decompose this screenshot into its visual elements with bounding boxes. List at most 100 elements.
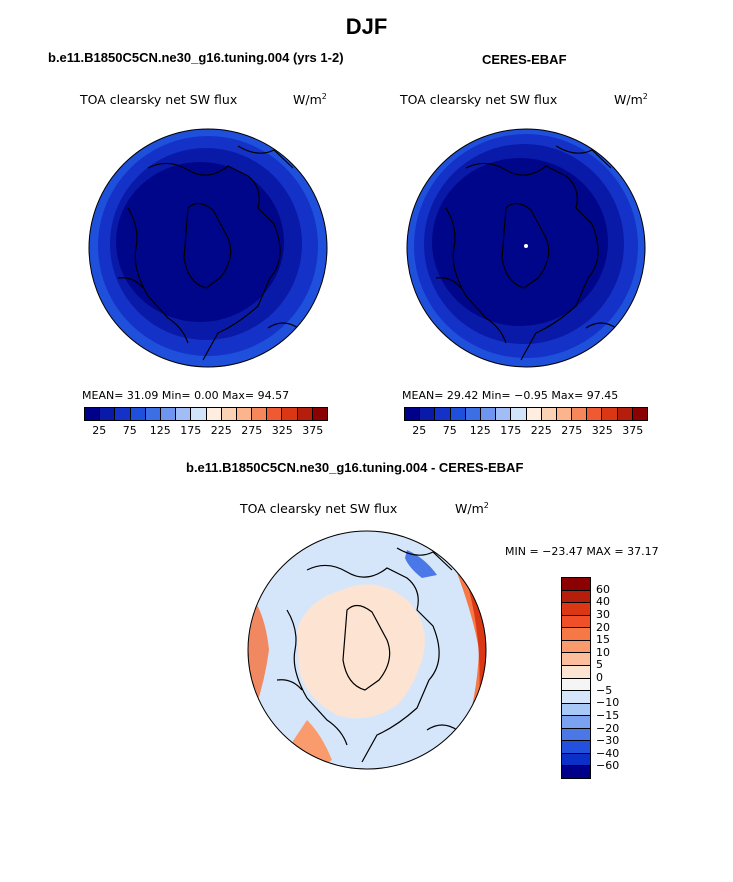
diff-colorbar-label: −10 (596, 696, 620, 710)
diff-stats: MIN = −23.47 MAX = 37.17 (505, 545, 659, 558)
left-colorbar-label: 75 (122, 424, 137, 437)
left-units: W/m2 (293, 92, 327, 107)
diff-map-land (297, 584, 425, 719)
diff-colorbar-swatch (562, 753, 590, 767)
right-colorbar-ticks: 25 75 125 175 225 275 325 375 (404, 424, 648, 438)
right-colorbar-swatch (450, 408, 466, 420)
diff-colorbar-label: 15 (596, 633, 610, 647)
diff-colorbar-swatch (562, 766, 590, 778)
right-colorbar (404, 407, 648, 421)
diff-colorbar-label: 5 (596, 658, 603, 672)
diff-polar-map (247, 530, 487, 770)
left-colorbar-swatch (297, 408, 313, 420)
left-colorbar-swatch (312, 408, 327, 420)
right-colorbar-label: 325 (591, 424, 613, 437)
diff-colorbar-swatch (562, 615, 590, 629)
diff-colorbar-swatch (562, 741, 590, 754)
diff-colorbar-swatch (562, 640, 590, 654)
left-units-base: W/m (293, 92, 322, 108)
left-polar-map (88, 128, 328, 368)
left-colorbar-swatch (176, 408, 192, 420)
left-colorbar-swatch (282, 408, 298, 420)
right-colorbar-label: 25 (412, 424, 427, 437)
diff-colorbar-swatch (562, 716, 590, 729)
left-colorbar-label: 25 (92, 424, 107, 437)
diff-colorbar-swatch (562, 691, 590, 704)
left-colorbar-ticks: 25 75 125 175 225 275 325 375 (84, 424, 328, 438)
diff-cold-patch (405, 550, 437, 578)
diff-colorbar-label: 10 (596, 645, 610, 659)
left-colorbar-swatch (252, 408, 268, 420)
left-colorbar-swatch (115, 408, 131, 420)
right-colorbar-swatch (511, 408, 527, 420)
left-colorbar-swatch (160, 408, 177, 420)
right-units-base: W/m (614, 92, 643, 108)
right-colorbar-swatch (572, 408, 588, 420)
right-colorbar-swatch (617, 408, 633, 420)
right-colorbar-swatch (435, 408, 451, 420)
left-colorbar-swatch (145, 408, 161, 420)
right-colorbar-swatch (496, 408, 512, 420)
diff-warm-west (248, 590, 269, 710)
left-map-inner (116, 162, 284, 322)
right-colorbar-swatch (632, 408, 647, 420)
diff-colorbar-label: −20 (596, 721, 620, 735)
right-units-exponent: 2 (642, 92, 648, 101)
right-colorbar-label: 175 (500, 424, 522, 437)
diff-colorbar-swatch (562, 590, 590, 604)
diff-colorbar-swatch (562, 703, 590, 717)
left-colorbar-swatch (236, 408, 253, 420)
left-colorbar-label: 175 (180, 424, 202, 437)
right-colorbar-swatch (556, 408, 573, 420)
right-units: W/m2 (614, 92, 648, 107)
diff-units-base: W/m (455, 501, 484, 517)
right-coastlines (435, 145, 617, 361)
right-plot-title: TOA clearsky net SW flux (400, 92, 558, 107)
left-colorbar-label: 325 (271, 424, 293, 437)
diff-units-exponent: 2 (483, 501, 489, 510)
diff-colorbar-label: 60 (596, 582, 610, 596)
diff-colorbar-label: −40 (596, 746, 620, 760)
page-title: DJF (345, 14, 388, 39)
right-colorbar-label: 275 (561, 424, 583, 437)
right-pole-hole (524, 244, 528, 248)
diff-colorbar-ticks: 60 40 30 20 15 10 5 0 −5 −10 −15 −20 −30 −40 −60 (596, 577, 636, 779)
right-colorbar-label: 75 (442, 424, 457, 437)
diff-colorbar-label: 30 (596, 607, 610, 621)
diff-colorbar-label: −60 (596, 759, 620, 773)
left-colorbar-swatch (100, 408, 116, 420)
right-colorbar-label: 375 (622, 424, 644, 437)
left-stats: MEAN= 31.09 Min= 0.00 Max= 94.57 (82, 389, 290, 402)
left-colorbar (84, 407, 328, 421)
right-polar-map (406, 128, 646, 368)
diff-colorbar-label: 20 (596, 620, 610, 634)
left-colorbar-swatch (221, 408, 237, 420)
right-colorbar-swatch (405, 408, 421, 420)
right-colorbar-swatch (480, 408, 497, 420)
right-stats: MEAN= 29.42 Min= −0.95 Max= 97.45 (402, 389, 619, 402)
left-plot-title: TOA clearsky net SW flux (80, 92, 238, 107)
right-colorbar-label: 125 (469, 424, 491, 437)
left-colorbar-label: 225 (210, 424, 232, 437)
diff-colorbar-label: −30 (596, 734, 620, 748)
right-case-title: CERES-EBAF (482, 52, 567, 67)
right-colorbar-swatch (420, 408, 436, 420)
diff-colorbar-label: −5 (596, 683, 613, 697)
left-case-title: b.e11.B1850C5CN.ne30_g16.tuning.004 (yrs… (48, 50, 344, 65)
diff-plot-title: TOA clearsky net SW flux (240, 501, 398, 516)
left-colorbar-swatch (85, 408, 101, 420)
diff-colorbar-swatch (562, 628, 590, 641)
right-colorbar-label: 225 (530, 424, 552, 437)
diff-colorbar-label: 0 (596, 671, 603, 684)
diff-colorbar-swatch (562, 665, 590, 679)
diff-colorbar-swatch (562, 678, 590, 692)
diff-colorbar-label: −15 (596, 708, 620, 722)
left-colorbar-swatch (267, 408, 283, 420)
right-colorbar-swatch (465, 408, 481, 420)
right-map-inner (432, 158, 608, 326)
right-colorbar-swatch (541, 408, 557, 420)
left-colorbar-swatch (206, 408, 222, 420)
left-colorbar-label: 125 (149, 424, 171, 437)
left-colorbar-swatch (130, 408, 146, 420)
left-colorbar-label: 275 (241, 424, 263, 437)
